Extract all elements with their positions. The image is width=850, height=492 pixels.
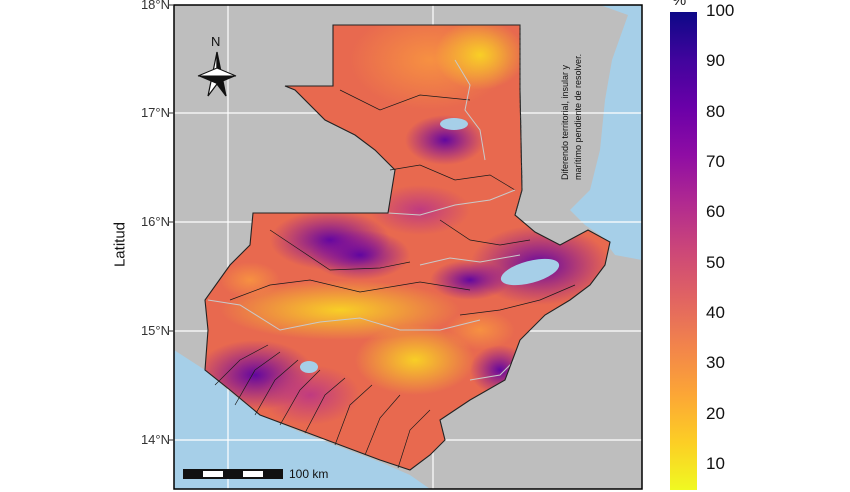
legend-label: 20: [706, 403, 725, 423]
legend-tick-mark: [698, 313, 704, 315]
legend-tick-mark: [698, 263, 704, 265]
lat-tick-16: 16°N: [140, 214, 170, 229]
pacific-ocean: [174, 350, 430, 489]
legend-colorbar: [670, 12, 697, 490]
lat-tick-18: 18°N: [140, 0, 170, 12]
lat-tick-14: 14°N: [140, 432, 170, 447]
scale-bar: [183, 469, 283, 479]
guatemala-border: [204, 24, 611, 471]
legend-label: 10: [706, 453, 725, 473]
department-lines: [207, 59, 521, 381]
lat-tick-17: 17°N: [140, 105, 170, 120]
legend-tick-mark: [698, 112, 704, 114]
territory-note: Diferendo territorial, insular y marítim…: [560, 32, 594, 182]
legend-tick-mark: [698, 414, 704, 416]
legend-label: 70: [706, 151, 725, 171]
legend-tick-mark: [698, 464, 704, 466]
lake-izabal: [500, 258, 560, 286]
legend-label: 40: [706, 302, 725, 322]
lake-atitlan: [300, 361, 318, 373]
legend-tick-mark: [698, 62, 704, 64]
caribbean-sea: [570, 5, 642, 260]
y-axis-label: Latitud: [111, 221, 129, 268]
legend-tick-mark: [698, 364, 704, 366]
catchment-lines: [214, 89, 576, 469]
north-arrow: N: [197, 34, 237, 97]
lat-tick-15: 15°N: [140, 323, 170, 338]
legend-label: 60: [706, 202, 725, 222]
legend-label: 100: [706, 1, 735, 20]
belize-dashed-border: [514, 25, 523, 216]
legend-label: 30: [706, 353, 725, 373]
legend-label: 80: [706, 101, 725, 121]
territory-note-line-2: marítimo pendiente de resolver.: [573, 53, 583, 180]
territory-note-line-1: Diferendo territorial, insular y: [560, 64, 570, 180]
legend-tick-mark: [698, 12, 704, 13]
scale-bar-label: 100 km: [289, 467, 329, 481]
north-arrow-label: N: [211, 34, 220, 49]
legend-title: %: [672, 0, 687, 9]
legend-tick-mark: [698, 162, 704, 164]
lake-peten-itza: [440, 118, 468, 130]
legend-tick-mark: [698, 213, 704, 215]
map-frame: [173, 4, 643, 490]
y-axis-ticks: [169, 4, 174, 441]
legend-label: 50: [706, 252, 725, 272]
legend-label: 90: [706, 51, 725, 71]
